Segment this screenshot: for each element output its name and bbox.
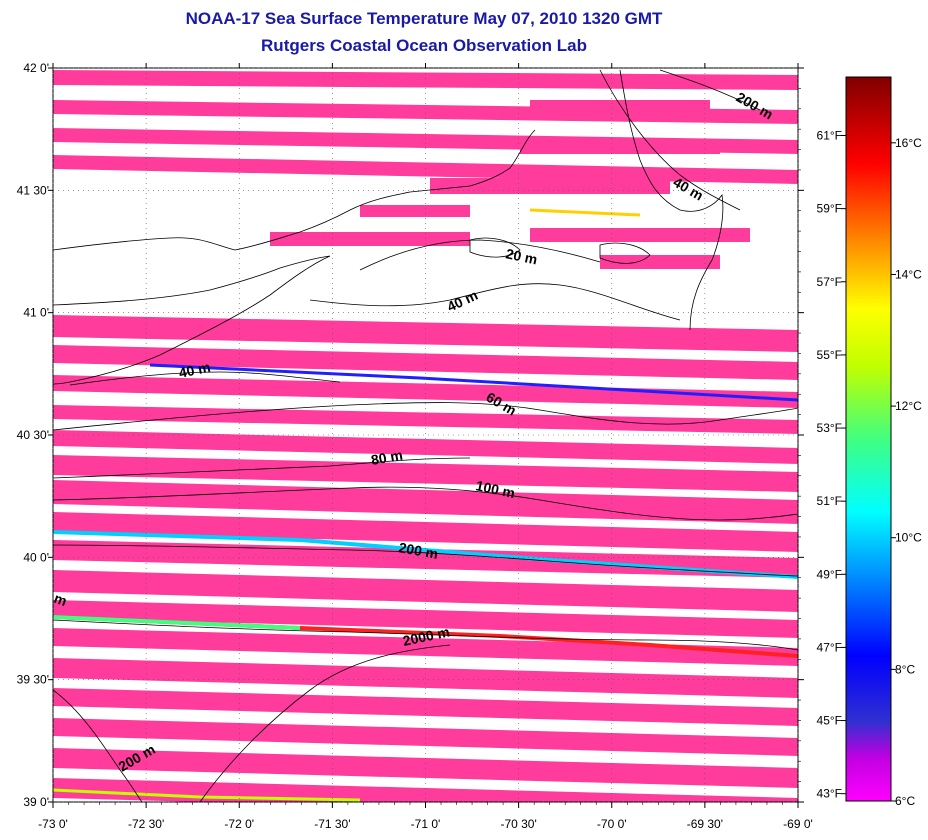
lon-tick-label: -70 30' <box>500 817 536 831</box>
colorbar-label-c: 14°C <box>895 267 922 281</box>
contour-label: 80 m <box>370 447 404 468</box>
swath-patch <box>530 100 710 114</box>
colorbar-label-f: 43°F <box>817 787 842 801</box>
colorbar-label-c: 8°C <box>895 662 915 676</box>
lon-tick-label: -71 30' <box>314 817 350 831</box>
swath-band <box>53 570 798 612</box>
islands <box>469 237 651 264</box>
lat-tick-label: 39 0' <box>23 795 49 809</box>
colorbar-label-f: 55°F <box>817 348 842 362</box>
lon-tick-label: -70 0' <box>597 817 627 831</box>
contour-200m-sw <box>53 689 143 802</box>
lon-tick-label: -72 0' <box>224 817 254 831</box>
contour-200m <box>53 544 798 577</box>
chart-title: NOAA-17 Sea Surface Temperature May 07, … <box>185 9 663 28</box>
swath-patch <box>520 140 720 154</box>
swath-band <box>53 512 798 552</box>
chart-subtitle: Rutgers Coastal Ocean Observation Lab <box>261 36 587 55</box>
lat-tick-label: 42 0' <box>23 61 49 75</box>
lon-tick-label: -73 0' <box>38 817 68 831</box>
lat-tick-label: 41 30' <box>17 183 49 197</box>
lat-tick-label: 40 0' <box>23 550 49 564</box>
coastline-bathymetry <box>53 69 798 802</box>
contour-label: 40 m <box>177 359 212 381</box>
swath-band <box>53 688 798 726</box>
cape-cod <box>619 69 724 331</box>
lon-tick-label: -69 30' <box>687 817 723 831</box>
colorbar-label-f: 61°F <box>817 129 842 143</box>
lon-tick-label: -72 30' <box>128 817 164 831</box>
contour-20m <box>359 239 601 271</box>
contour-80m <box>53 457 471 479</box>
sst-trace <box>149 363 798 402</box>
colorbar-label-c: 12°C <box>895 399 922 413</box>
swath-patch <box>360 205 470 217</box>
contour-60m <box>53 402 798 431</box>
swath-band <box>53 628 798 666</box>
lon-tick-label: -69 0' <box>783 817 813 831</box>
colorbar-label-f: 57°F <box>817 275 842 289</box>
contour-2000m <box>53 619 798 651</box>
colorbar-ticks: 6°C 8°C 10°C 12°C 14°C 16°C 43°F 45°F 47°F 49°F 51… <box>817 129 923 808</box>
coastline-north <box>53 129 536 251</box>
contour-label: 200 m <box>397 539 439 562</box>
swath-patch <box>430 178 670 194</box>
axis-ticks: -73 0' -72 30' -72 0' -71 30' -71 0' -70 30' -… <box>17 61 813 831</box>
contour-40m-north <box>599 69 741 211</box>
lat-tick-label: 40 30' <box>17 428 49 442</box>
swath-patch <box>530 228 750 242</box>
colorbar-label-f: 45°F <box>817 714 842 728</box>
colorbar-label-f: 59°F <box>817 202 842 216</box>
lat-tick-label: 41 0' <box>23 306 49 320</box>
colorbar-label-f: 47°F <box>817 640 842 654</box>
contour-100m <box>53 486 798 521</box>
contour-40m-mid <box>309 283 681 321</box>
swath-patch <box>600 255 720 269</box>
colorbar-label-f: 51°F <box>817 494 842 508</box>
swath-band <box>53 718 798 756</box>
contour-deep-sw <box>199 644 451 802</box>
colorbar-label-f: 49°F <box>817 567 842 581</box>
sst-trace <box>53 788 361 802</box>
sst-colored-lines <box>53 208 798 802</box>
contour-200m-north <box>659 69 761 111</box>
colorbar-label-f: 53°F <box>817 421 842 435</box>
swath-band <box>53 155 798 184</box>
colorbar-label-c: 10°C <box>895 531 922 545</box>
contour-label: m <box>52 590 69 609</box>
contour-label: 20 m <box>504 245 539 267</box>
lon-tick-label: -71 0' <box>411 817 441 831</box>
sst-trace <box>53 530 798 579</box>
contour-40m-south <box>69 371 341 386</box>
lat-tick-label: 39 30' <box>17 673 49 687</box>
sst-trace <box>529 208 641 217</box>
colorbar <box>845 76 892 802</box>
colorbar-label-c: 6°C <box>895 794 915 808</box>
long-island <box>53 255 331 385</box>
swath-band <box>53 70 798 90</box>
swath-patch <box>270 232 470 246</box>
colorbar-label-c: 16°C <box>895 136 922 150</box>
sst-trace <box>53 615 301 630</box>
